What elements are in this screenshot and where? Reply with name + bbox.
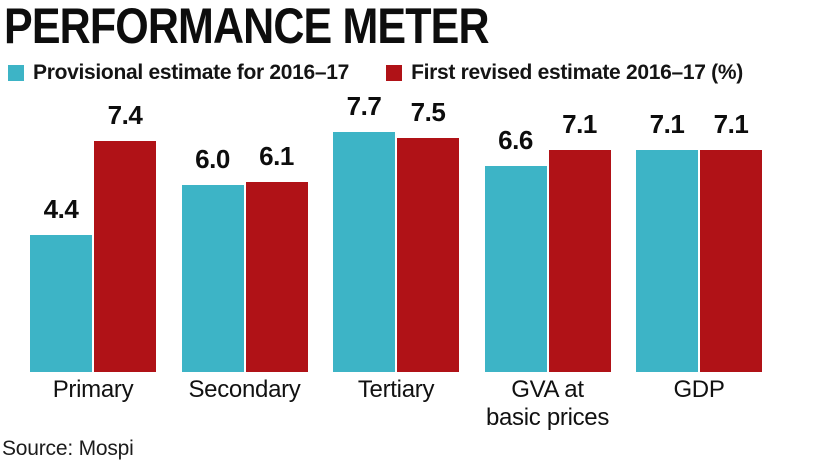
category-label-secondary: Secondary: [188, 376, 301, 403]
value-label-gdp-revised: 7.1: [713, 109, 749, 140]
bar-revised-primary: [94, 141, 156, 372]
bar-provisional-primary: [30, 234, 92, 372]
category-label-gdp: GDP: [673, 376, 725, 403]
legend: Provisional estimate for 2016–17 First r…: [8, 61, 743, 85]
legend-swatch-provisional-icon: [8, 65, 24, 81]
bar-provisional-gva-at: [484, 166, 547, 372]
value-label-primary-provisional: 4.4: [43, 193, 79, 224]
chart-title: PERFORMANCE METER: [4, 0, 490, 54]
value-label-secondary-provisional: 6.0: [195, 143, 230, 174]
value-label-primary-revised: 7.4: [107, 100, 143, 131]
source-note: Source: Mospi: [2, 437, 134, 460]
bar-provisional-gdp: [636, 150, 698, 372]
value-label-gva-at-revised: 7.1: [562, 109, 597, 140]
value-label-gva-at-provisional: 6.6: [498, 125, 533, 156]
bar-revised-tertiary: [397, 138, 459, 372]
bar-provisional-secondary: [181, 184, 244, 372]
legend-item-revised: First revised estimate 2016–17 (%): [386, 61, 743, 85]
bar-revised-secondary: [245, 181, 308, 372]
value-label-tertiary-provisional: 7.7: [346, 90, 382, 121]
bar-revised-gva-at: [548, 150, 611, 372]
category-label-gva-at: GVA at basic prices: [485, 376, 610, 432]
category-label-primary: Primary: [52, 376, 134, 403]
legend-item-provisional: Provisional estimate for 2016–17: [8, 61, 349, 85]
legend-label-provisional: Provisional estimate for 2016–17: [33, 61, 350, 84]
legend-swatch-revised-icon: [386, 65, 403, 81]
value-label-secondary-revised: 6.1: [259, 140, 294, 171]
bar-revised-gdp: [700, 150, 762, 372]
bar-provisional-tertiary: [333, 131, 395, 372]
value-label-gdp-provisional: 7.1: [649, 109, 685, 140]
legend-label-revised: First revised estimate 2016–17 (%): [411, 61, 743, 84]
category-label-tertiary: Tertiary: [357, 376, 435, 403]
value-label-tertiary-revised: 7.5: [410, 97, 446, 127]
